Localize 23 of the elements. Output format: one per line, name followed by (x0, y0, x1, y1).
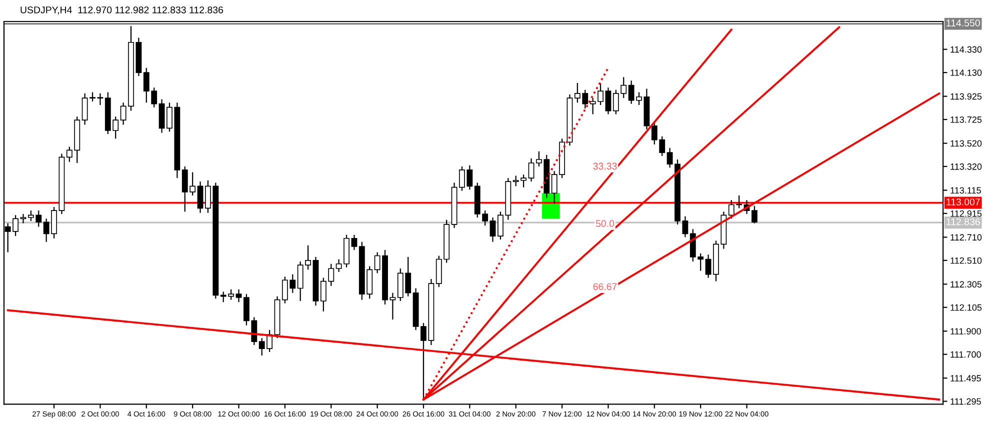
y-tick-label: 111.495 (950, 375, 981, 382)
y-tick-label: 113.725 (950, 116, 982, 123)
y-tick-label: 111.900 (950, 328, 981, 334)
y-tick-label: 111.295 (950, 398, 981, 405)
annotation: 33.33 (593, 162, 617, 170)
y-tick-label: 113.320 (950, 163, 982, 170)
ref-line-label: 113.007 (946, 198, 980, 206)
y-tick-label: 113.925 (950, 93, 982, 100)
annotation: 66.67 (593, 283, 617, 290)
y-tick-label: 113.520 (950, 140, 982, 147)
y-tick-label: 114.130 (950, 69, 982, 76)
y-tick-label: 111.700 (950, 351, 981, 358)
y-tick-label: 112.915 (950, 210, 982, 217)
ref-line-label: 112.836 (946, 218, 980, 226)
annotation: 50.0 (596, 220, 614, 227)
chart-title: USDJPY,H4 112.970 112.982 112.833 112.836 (20, 6, 223, 15)
y-tick-label: 112.305 (950, 281, 982, 288)
ref-line-label: 114.550 (946, 20, 980, 26)
y-tick-label: 113.115 (950, 187, 981, 194)
y-tick-label: 112.710 (950, 234, 982, 241)
y-tick-label: 114.330 (950, 46, 982, 53)
y-tick-label: 112.510 (950, 257, 982, 264)
y-tick-label: 112.105 (950, 304, 982, 311)
